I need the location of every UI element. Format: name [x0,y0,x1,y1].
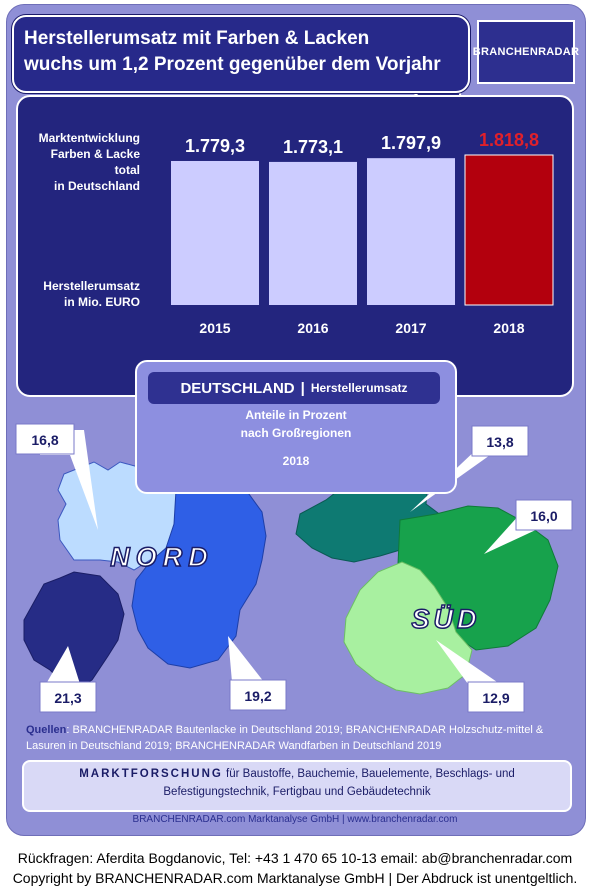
headline-bubble [12,15,470,93]
measure-name: Herstellerumsatz [310,381,408,395]
deutschland-header: DEUTSCHLAND | Herstellerumsatz [148,372,440,404]
sources-text: : BRANCHENRADAR Bautenlacke in Deutschla… [26,724,544,752]
marktforschung-key: MARKTFORSCHUNG [79,768,223,780]
bar-2017 [367,158,455,305]
value-label-2017: 1.797,9 [381,133,441,153]
callout-south-value: 12,9 [482,690,509,706]
footer-contact: Rückfragen: Aferdita Bogdanovic, Tel: +4… [17,850,573,866]
marktforschung-desc: für Baustoffe, Bauchemie, Bauelemente, B… [163,768,515,798]
sued-label: SÜD [411,604,480,634]
callout-north: 16,8 [15,423,98,530]
chart-title-line-1: Marktentwicklung [38,131,140,145]
map-region-west [23,571,125,689]
header-separator: | [300,379,305,397]
chart-title-line-2: Farben & Lacke [50,147,140,161]
bar-chart: 1.779,3 2015 1.773,1 2016 1.797,9 2017 1.818,8… [171,130,554,336]
chart-title-line-4: in Deutschland [53,179,140,193]
logo-text: BRANCHENRADAR [472,46,580,58]
chart-ylabel: Herstellerumsatz in Mio. EURO [24,278,140,310]
bar-2016 [269,161,357,305]
marktforschung-text: MARKTFORSCHUNG für Baustoffe, Bauchemie,… [30,765,564,801]
callout-south: 12,9 [436,640,525,713]
category-label-2015: 2015 [199,320,230,336]
chart-title: Marktentwicklung Farben & Lacke total in… [24,130,140,194]
category-label-2016: 2016 [297,320,328,336]
callout-west-value: 21,3 [54,690,81,706]
map-year: 2018 [282,454,310,468]
map-subtitle-2: nach Großregionen [240,426,352,440]
callout-east-value: 19,2 [244,688,271,704]
value-label-2018: 1.818,8 [479,130,539,150]
callout-southeast-value: 16,0 [530,508,557,524]
callout-west: 21,3 [39,646,97,713]
country-name: DEUTSCHLAND [180,379,295,397]
website-line: BRANCHENRADAR.com Marktanalyse GmbH | ww… [132,814,458,825]
nord-label: NORD [110,542,214,572]
headline-line-1: Herstellerumsatz mit Farben & Lacken [24,28,370,49]
callout-north-value: 16,8 [31,432,58,448]
bar-2015 [171,160,259,305]
sources: Quellen: BRANCHENRADAR Bautenlacke in De… [26,722,574,754]
value-label-2016: 1.773,1 [283,137,343,157]
chart-ylabel-line-2: in Mio. EURO [64,295,140,309]
category-label-2017: 2017 [395,320,426,336]
branchenradar-logo: BRANCHENRADAR [473,20,579,84]
callout-east: 19,2 [228,636,287,711]
chart-ylabel-line-1: Herstellerumsatz [43,279,140,293]
chart-title-line-3: total [114,163,140,177]
callout-southwest-value: 13,8 [486,434,513,450]
map-region-east [131,475,267,669]
category-label-2018: 2018 [493,320,524,336]
callout-southeast: 16,0 [484,499,573,554]
sources-key: Quellen [26,724,67,736]
value-label-2015: 1.779,3 [185,136,245,156]
footer-copyright: Copyright by BRANCHENRADAR.com Marktanal… [12,870,578,886]
region-maps: 16,8 21,3 19,2 13,8 16,0 12,9 NORD SÜD [15,423,573,713]
headline-line-2: wuchs um 1,2 Prozent gegenüber dem Vorja… [24,54,441,75]
marktforschung-box [22,760,572,812]
bar-2018 [464,154,554,306]
map-subtitle-1: Anteile in Prozent [245,408,347,422]
